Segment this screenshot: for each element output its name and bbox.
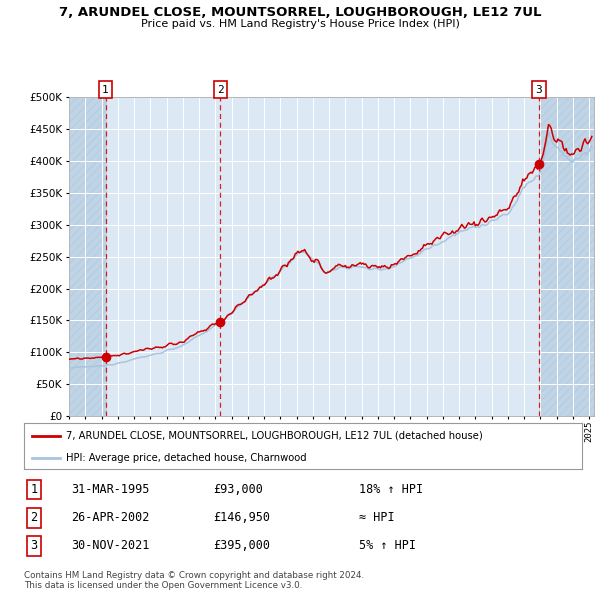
Text: £146,950: £146,950	[214, 511, 271, 525]
Text: ≈ HPI: ≈ HPI	[359, 511, 394, 525]
Text: 3: 3	[31, 539, 38, 552]
Bar	[69, 97, 106, 416]
Text: 30-NOV-2021: 30-NOV-2021	[71, 539, 150, 552]
Text: 2: 2	[31, 511, 38, 525]
Text: 5% ↑ HPI: 5% ↑ HPI	[359, 539, 416, 552]
Text: 18% ↑ HPI: 18% ↑ HPI	[359, 483, 423, 496]
Text: 7, ARUNDEL CLOSE, MOUNTSORREL, LOUGHBOROUGH, LE12 7UL: 7, ARUNDEL CLOSE, MOUNTSORREL, LOUGHBORO…	[59, 6, 541, 19]
Text: 1: 1	[31, 483, 38, 496]
Text: 3: 3	[536, 84, 542, 94]
Text: Price paid vs. HM Land Registry's House Price Index (HPI): Price paid vs. HM Land Registry's House …	[140, 19, 460, 29]
Text: 26-APR-2002: 26-APR-2002	[71, 511, 150, 525]
Text: 1: 1	[102, 84, 109, 94]
Bar	[539, 97, 594, 416]
Text: £93,000: £93,000	[214, 483, 263, 496]
Text: HPI: Average price, detached house, Charnwood: HPI: Average price, detached house, Char…	[66, 453, 307, 463]
Text: 7, ARUNDEL CLOSE, MOUNTSORREL, LOUGHBOROUGH, LE12 7UL (detached house): 7, ARUNDEL CLOSE, MOUNTSORREL, LOUGHBORO…	[66, 431, 482, 441]
Text: £395,000: £395,000	[214, 539, 271, 552]
Text: This data is licensed under the Open Government Licence v3.0.: This data is licensed under the Open Gov…	[24, 581, 302, 589]
Text: 31-MAR-1995: 31-MAR-1995	[71, 483, 150, 496]
Text: Contains HM Land Registry data © Crown copyright and database right 2024.: Contains HM Land Registry data © Crown c…	[24, 571, 364, 579]
Text: 2: 2	[217, 84, 224, 94]
